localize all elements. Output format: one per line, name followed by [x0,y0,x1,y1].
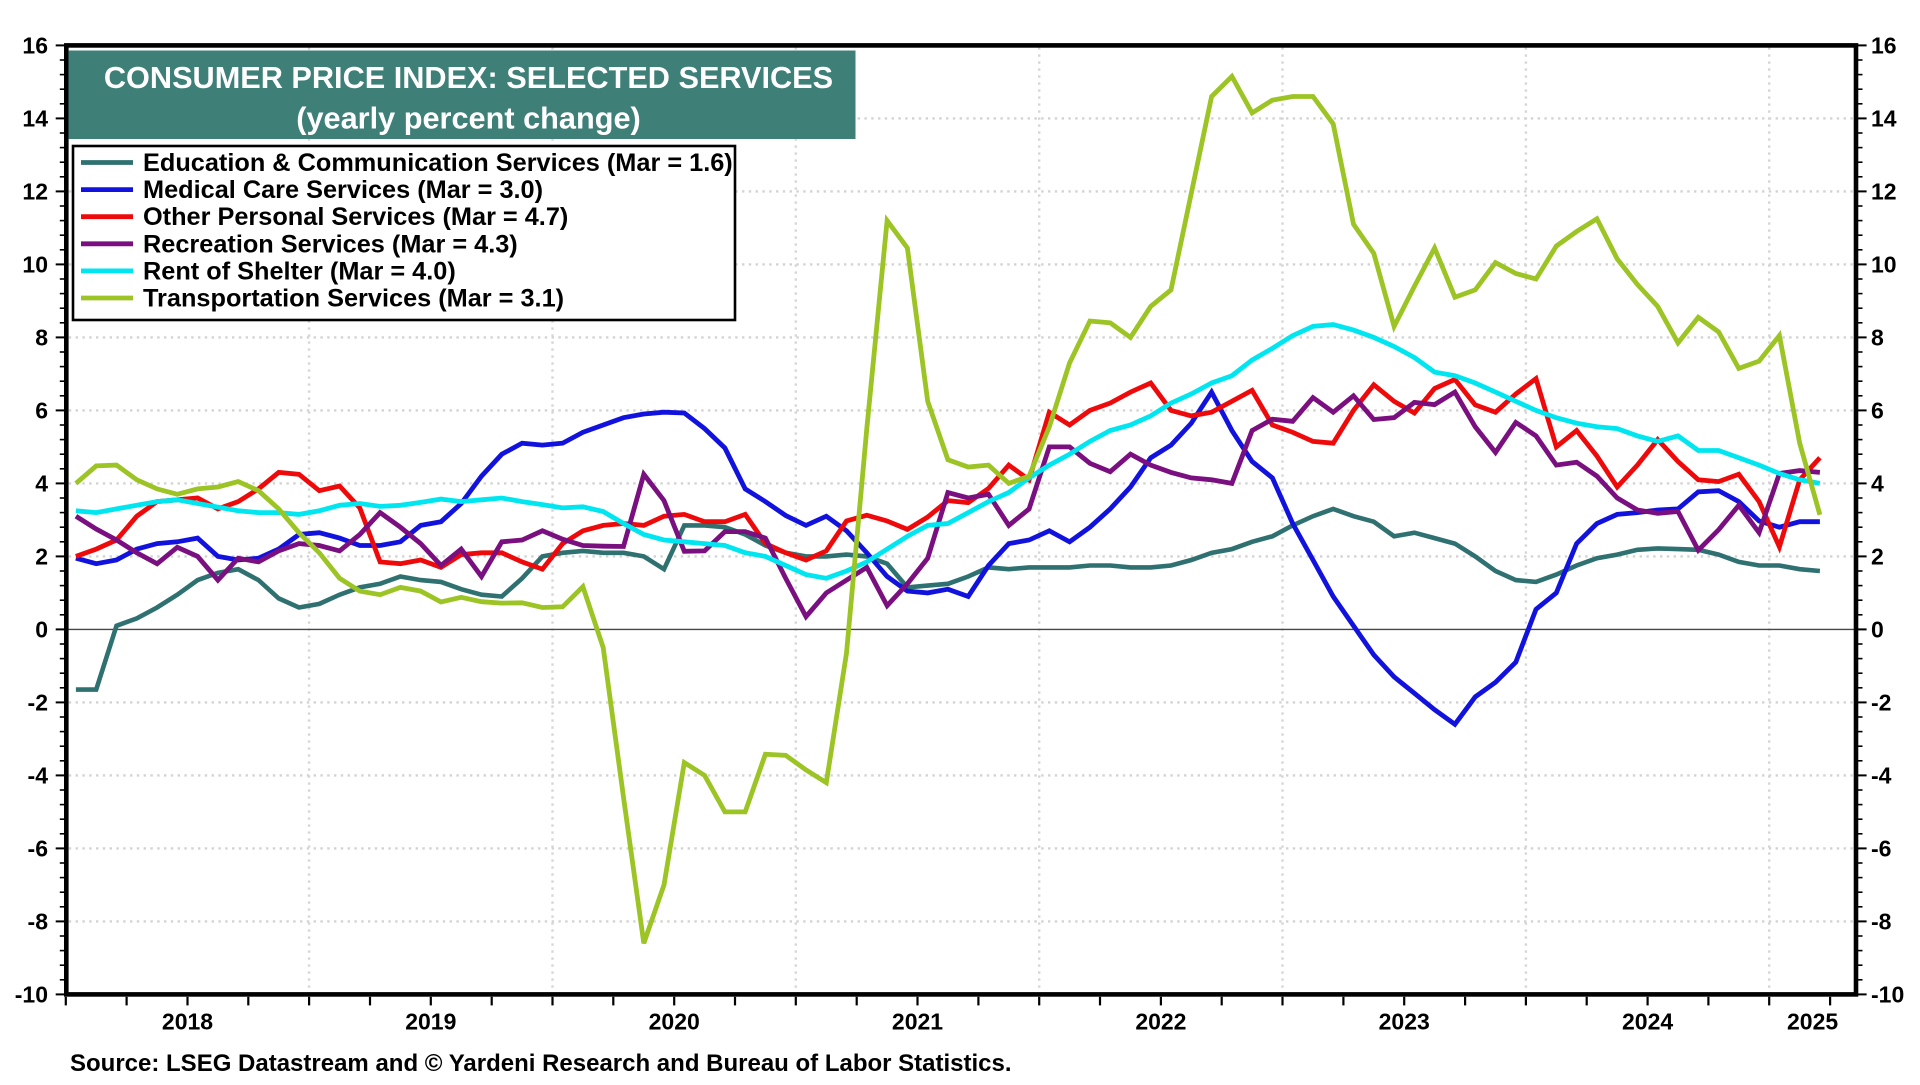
svg-text:2025: 2025 [1787,1009,1838,1035]
svg-text:2: 2 [1871,543,1884,569]
svg-text:2019: 2019 [405,1009,456,1035]
svg-text:-4: -4 [1871,762,1892,788]
svg-text:10: 10 [1871,251,1897,277]
svg-text:10: 10 [22,251,48,277]
svg-text:16: 16 [1871,32,1897,58]
svg-text:Rent of Shelter (Mar = 4.0): Rent of Shelter (Mar = 4.0) [143,257,456,285]
svg-text:-2: -2 [1871,689,1891,715]
svg-text:Medical Care Services (Mar = 3: Medical Care Services (Mar = 3.0) [143,176,543,204]
svg-text:-10: -10 [15,981,48,1007]
svg-text:2020: 2020 [649,1009,700,1035]
svg-text:-2: -2 [28,689,48,715]
svg-text:Other Personal Services (Mar =: Other Personal Services (Mar = 4.7) [143,203,568,231]
svg-text:Transportation Services (Mar =: Transportation Services (Mar = 3.1) [143,285,564,313]
svg-text:12: 12 [1871,178,1897,204]
svg-text:14: 14 [1871,105,1897,131]
svg-text:Education & Communication Serv: Education & Communication Services (Mar … [143,149,733,177]
svg-text:-10: -10 [1871,981,1904,1007]
svg-text:2021: 2021 [892,1009,943,1035]
svg-text:2018: 2018 [162,1009,213,1035]
svg-text:-6: -6 [1871,835,1891,861]
svg-text:8: 8 [1871,324,1884,350]
svg-text:(yearly percent change): (yearly percent change) [296,101,641,136]
svg-text:-8: -8 [1871,908,1892,934]
svg-text:12: 12 [22,178,48,204]
svg-text:Recreation Services (Mar = 4.3: Recreation Services (Mar = 4.3) [143,230,518,258]
svg-text:2023: 2023 [1379,1009,1430,1035]
svg-text:2022: 2022 [1135,1009,1186,1035]
svg-text:2: 2 [35,543,48,569]
svg-text:8: 8 [35,324,48,350]
svg-text:0: 0 [1871,616,1884,642]
svg-text:-8: -8 [28,908,49,934]
svg-text:6: 6 [35,397,48,423]
svg-text:6: 6 [1871,397,1884,423]
svg-text:-4: -4 [28,762,49,788]
svg-text:4: 4 [1871,470,1884,496]
svg-text:14: 14 [22,105,48,131]
svg-text:Source: LSEG Datastream and ©: Source: LSEG Datastream and © Yardeni Re… [70,1050,1012,1077]
svg-text:4: 4 [35,470,48,496]
svg-text:-6: -6 [28,835,48,861]
svg-text:16: 16 [22,32,48,58]
svg-text:0: 0 [35,616,48,642]
svg-text:CONSUMER PRICE INDEX: SELECTED: CONSUMER PRICE INDEX: SELECTED SERVICES [104,60,833,95]
svg-text:2024: 2024 [1622,1009,1673,1035]
